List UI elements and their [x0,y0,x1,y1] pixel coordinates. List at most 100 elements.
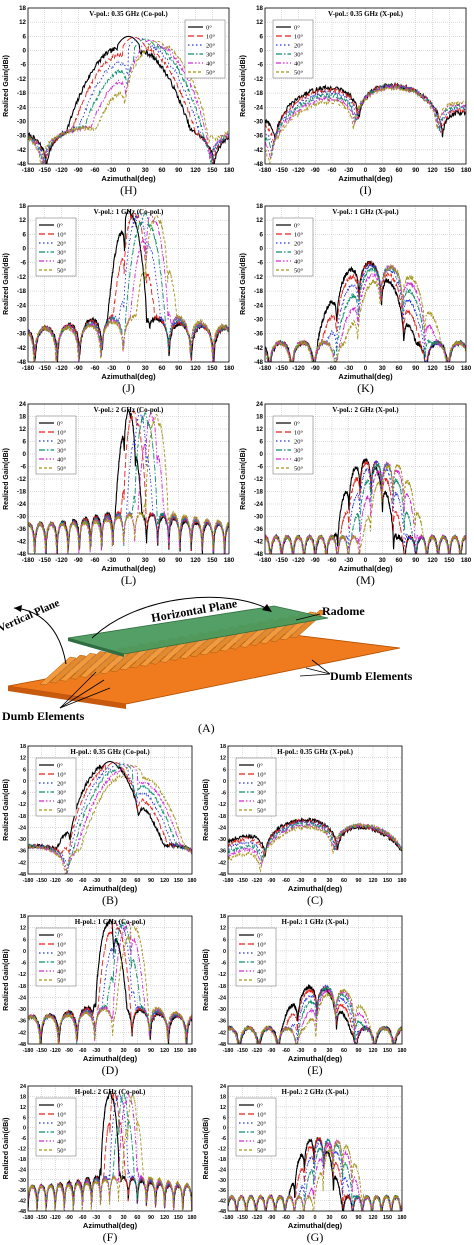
y-tick-label: 12 [256,19,263,26]
x-tick-label: -90 [74,167,84,174]
legend-label-10deg: 10° [257,942,267,949]
x-tick-label: -180 [23,1048,34,1054]
y-tick-label: 0 [260,246,264,253]
plot-frame [27,205,230,363]
y-tick-label: -48 [17,551,27,558]
radome-label: Radome [322,604,365,618]
x-tick-label: 150 [207,365,218,372]
legend-box [35,217,77,277]
y-tick-label: -12 [18,972,26,978]
y-tick-label: 6 [260,33,264,40]
y-tick-label: 6 [23,231,27,238]
y-tick-label: 18 [220,914,226,920]
x-tick-label: 90 [148,1048,154,1054]
series-line-50deg [265,462,466,554]
y-tick-label: -42 [254,345,264,352]
legend-label-20deg: 20° [257,951,267,958]
x-tick-label: -150 [39,557,52,564]
y-tick-label: -48 [254,161,264,168]
series-line-30deg [28,213,229,362]
x-tick-label: 30 [142,167,149,174]
x-tick-label: -30 [107,365,117,372]
legend-label-0deg: 0° [57,223,63,230]
legend-label-20deg: 20° [57,1121,67,1128]
y-tick-label: -36 [17,133,27,140]
series-line-50deg [28,413,229,554]
x-tick-label: 180 [224,365,235,372]
x-tick-label: -90 [268,1215,276,1221]
series-line-30deg [265,265,466,362]
x-tick-label: 90 [148,1215,154,1221]
chart-title: H-pol.: 0.35 GHz (X-pol.) [277,748,353,756]
y-axis-label: Realized Gain(dBi) [3,55,10,117]
x-tick-label: -150 [36,878,47,884]
x-tick-label: -30 [344,365,354,372]
y-tick-label: -48 [17,161,27,168]
x-tick-label: 150 [174,1048,183,1054]
legend: 0° 10° 20° 30° 40° 50° [235,1097,277,1157]
chart-svg-j: -180 -150 -120 -90 -60 -30 0 30 60 90 120 150 180181… [3,203,235,381]
y-tick-label: -30 [218,837,226,843]
x-tick-label: 180 [461,167,472,174]
legend: 0° 10° 20° 30° 40° 50° [35,1097,77,1157]
element-fin [49,654,87,684]
x-tick-label: 0 [364,365,368,372]
legend-box [35,927,77,987]
legend: 0° 10° 20° 30° 40° 50° [35,217,77,277]
x-tick-label: 30 [121,1048,127,1054]
x-tick-label: 0 [127,167,131,174]
x-tick-label: -30 [92,878,100,884]
x-tick-label: -90 [65,1048,73,1054]
series-line-40deg [28,764,192,874]
chart-panel-d: -180 -150 -120 -90 -60 -30 0 30 60 90 120 150 180 18 1… [0,908,200,1078]
y-tick-label: 18 [19,203,26,210]
x-tick-label: 150 [207,167,218,174]
y-tick-label: 12 [20,1105,26,1111]
legend-label-20deg: 20° [294,439,304,446]
legend-label-0deg: 0° [294,421,300,428]
x-axis-label: Azimuthal(deg) [338,564,393,573]
legend-label-20deg: 20° [257,1121,267,1128]
x-axis-label: Azimuthal(deg) [83,884,138,893]
x-tick-label: -90 [74,557,84,564]
plot-frame [27,915,193,1045]
y-tick-label: -6 [221,961,226,967]
series-line-50deg [228,822,402,873]
x-tick-label: 120 [190,167,201,174]
x-tick-label: -120 [252,1048,263,1054]
y-tick-label: -36 [18,1188,26,1194]
x-tick-label: 90 [412,365,419,372]
y-tick-label: 0 [23,48,27,55]
panel-letter-h: (H) [120,183,137,197]
y-tick-label: -6 [21,1136,26,1142]
series-line-20deg [28,762,192,868]
y-tick-label: -30 [17,316,27,323]
plot-frame [227,1085,403,1212]
legend-label-10deg: 10° [206,34,216,41]
x-tick-label: 60 [396,557,403,564]
x-tick-label: 90 [356,1215,362,1221]
x-tick-label: 150 [383,878,392,884]
y-tick-label: 18 [256,5,263,12]
y-tick-label: 0 [23,1126,26,1132]
legend-label-30deg: 30° [57,1130,67,1137]
y-tick-label: -12 [17,76,27,83]
y-tick-label: -6 [21,961,26,967]
chart-title: V-pol.: 2 GHz (X-pol.) [332,406,399,414]
y-axis-label: Realized Gain(dBi) [203,779,210,841]
x-tick-label: 150 [383,1048,392,1054]
x-axis-label: Azimuthal(deg) [338,174,393,183]
y-tick-label: -18 [17,90,27,97]
x-tick-label: 60 [159,167,166,174]
horizontal-plane-arc [91,596,271,639]
legend-label-40deg: 40° [57,457,67,464]
y-tick-label: 0 [23,451,27,458]
x-tick-label: -90 [311,365,321,372]
x-tick-label: 180 [398,1215,407,1221]
legend-label-40deg: 40° [57,1139,67,1146]
legend-box [184,19,226,79]
series-line-10deg [228,818,402,858]
legend-label-50deg: 50° [257,1148,267,1155]
x-tick-label: -60 [328,167,338,174]
y-tick-label: -48 [18,872,26,878]
